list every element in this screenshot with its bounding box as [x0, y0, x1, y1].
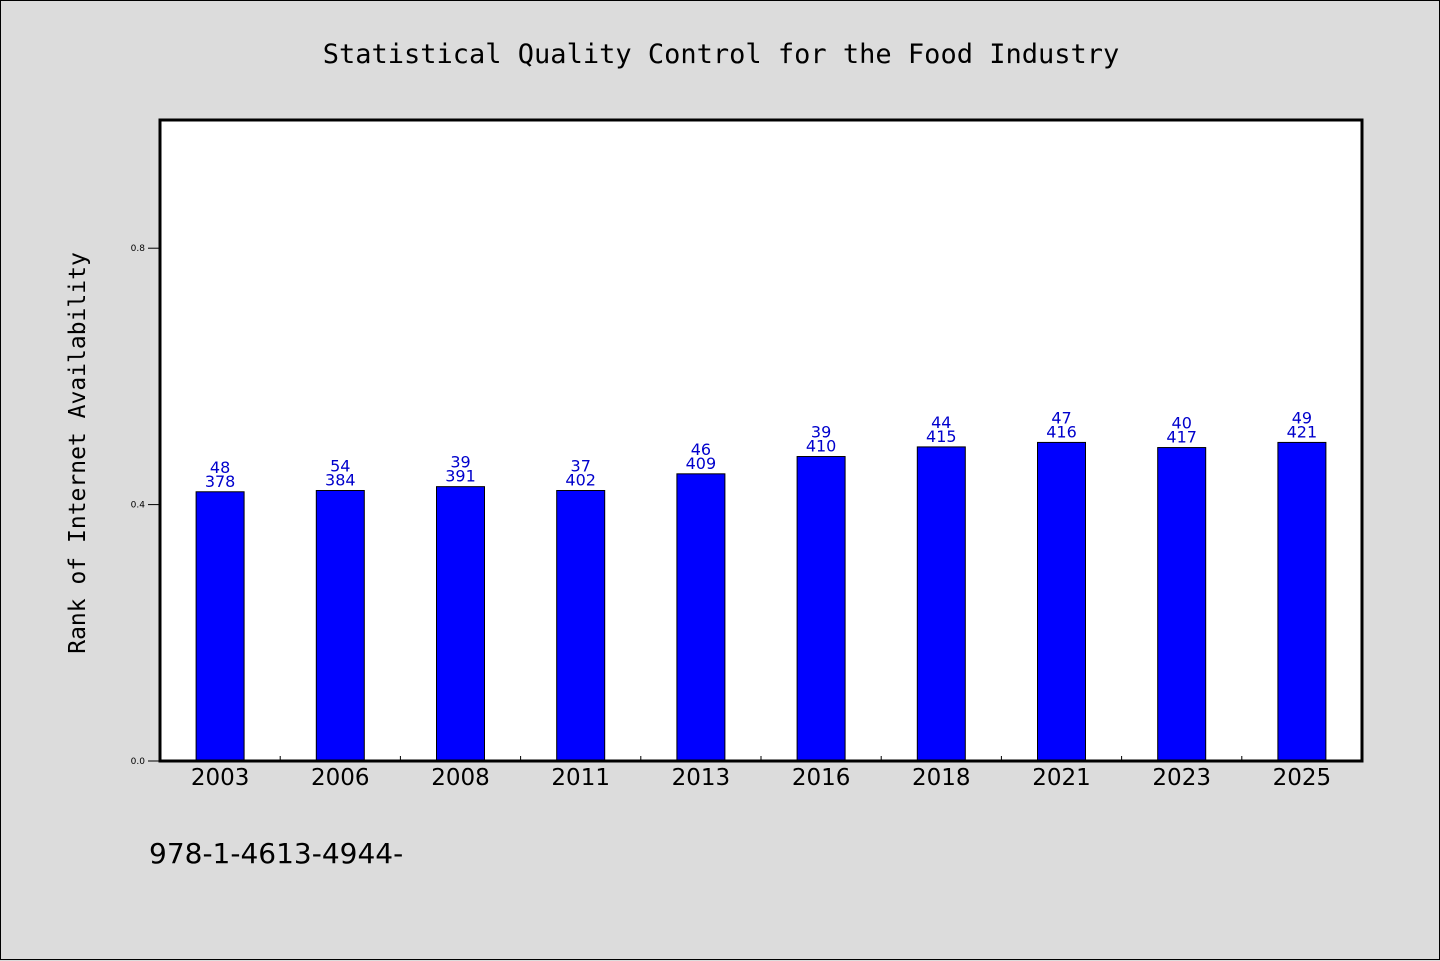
- x-tick-label: 2006: [311, 765, 370, 791]
- x-tick-label: 2011: [551, 765, 610, 791]
- bar-top-label: 39: [450, 453, 470, 472]
- bar-value-label: 417: [1166, 428, 1197, 447]
- x-tick-label: 2003: [191, 765, 250, 791]
- x-tick-label: 2023: [1152, 765, 1211, 791]
- bar: [1037, 441, 1086, 762]
- bar-value-label: 410: [806, 437, 837, 456]
- bar-top-label: 46: [691, 440, 711, 459]
- bar: [315, 489, 365, 762]
- bar-value-label: 402: [565, 470, 596, 489]
- bar-top-label: 37: [571, 456, 591, 475]
- bar: [1277, 441, 1327, 762]
- bar-top-label: 44: [931, 413, 951, 432]
- bar-top-label: 39: [811, 423, 831, 442]
- bar-top-label: 54: [330, 456, 350, 475]
- bar-value-label: 384: [325, 470, 356, 489]
- x-tick-label: 2018: [912, 765, 971, 791]
- plot-frame: [158, 118, 1364, 763]
- footnote-isbn: 978-1-4613-4944-: [149, 837, 403, 870]
- bar-value-label: 416: [1046, 422, 1077, 441]
- x-tick-label: 2025: [1273, 765, 1332, 791]
- y-axis-ticks: 0.0 0.4 0.8: [131, 244, 160, 767]
- bar: [796, 456, 846, 762]
- bars: 4837854384393913740246409394104441547416…: [195, 408, 1327, 762]
- chart-title: Statistical Quality Control for the Food…: [323, 39, 1120, 70]
- bar-top-label: 49: [1292, 408, 1312, 427]
- bar: [1157, 447, 1207, 762]
- bar-top-label: 48: [210, 458, 230, 477]
- x-tick-label: 2008: [431, 765, 490, 791]
- y-tick-label: 0.4: [131, 501, 146, 511]
- bar-value-label: 378: [205, 472, 236, 491]
- bar: [436, 486, 485, 762]
- bar: [556, 489, 606, 762]
- bar-value-label: 391: [445, 467, 476, 486]
- bar-top-label: 40: [1172, 414, 1192, 433]
- bar-value-label: 409: [686, 454, 717, 473]
- bar: [676, 473, 726, 762]
- y-tick-label: 0.8: [131, 244, 146, 254]
- y-tick-label: 0.0: [131, 757, 146, 767]
- bar-value-label: 415: [926, 427, 957, 446]
- y-axis-label: Rank of Internet Availability: [65, 252, 91, 654]
- bar-value-label: 421: [1287, 422, 1318, 441]
- bar: [916, 446, 966, 762]
- x-tick-label: 2016: [792, 765, 851, 791]
- bar: [195, 491, 245, 762]
- x-tick-label: 2013: [672, 765, 731, 791]
- x-axis-ticks: 2003 2006 2008 2011 2013 2016 2018 2021 2023 2025: [191, 756, 1331, 791]
- x-tick-label: 2021: [1032, 765, 1091, 791]
- bar-top-label: 47: [1051, 408, 1071, 427]
